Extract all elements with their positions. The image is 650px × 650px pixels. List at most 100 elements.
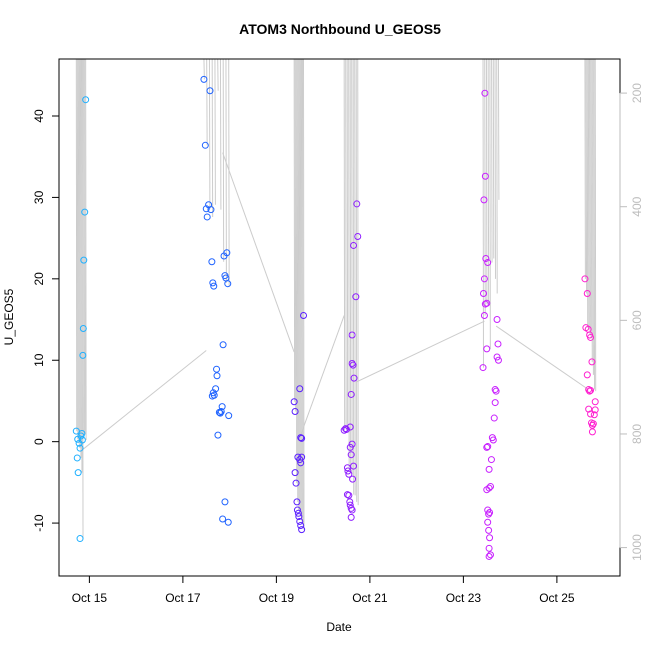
data-point	[482, 254, 490, 262]
y-axis: -10 0 10 20 30 40	[32, 109, 60, 532]
trace-connector	[82, 350, 207, 451]
y-tick-label: -10	[32, 514, 46, 532]
data-point	[493, 353, 501, 361]
data-point	[490, 414, 498, 422]
data-point	[348, 360, 356, 368]
data-point	[348, 440, 356, 448]
data-point	[480, 311, 488, 319]
data-point	[485, 484, 493, 492]
data-point	[491, 386, 499, 394]
y2-tick-label: 200	[630, 83, 644, 103]
y2-axis: 200 400 600 800 1000	[619, 83, 644, 561]
data-point	[484, 259, 492, 267]
data-point	[347, 451, 355, 459]
data-point	[203, 213, 211, 221]
y-tick-label: 10	[32, 353, 46, 367]
data-point	[590, 411, 598, 419]
data-point	[483, 443, 491, 451]
data-point	[210, 391, 218, 399]
data-point	[290, 398, 298, 406]
data-point	[494, 340, 502, 348]
data-point	[591, 406, 599, 414]
y2-tick-label: 600	[630, 310, 644, 330]
x-tick-label: Oct 19	[259, 591, 295, 605]
pressure-trace	[75, 58, 597, 539]
data-point	[291, 469, 299, 477]
data-point	[348, 331, 356, 339]
data-point	[213, 372, 221, 380]
data-point	[74, 469, 82, 477]
data-point	[219, 341, 227, 349]
data-point	[480, 275, 488, 283]
data-point	[353, 200, 361, 208]
data-point	[489, 436, 497, 444]
data-point	[348, 506, 356, 514]
data-point	[587, 333, 595, 341]
data-point	[80, 256, 88, 264]
data-point	[350, 374, 358, 382]
data-point	[200, 75, 208, 83]
data-point	[588, 358, 596, 366]
x-tick-label: Oct 17	[165, 591, 201, 605]
data-point	[295, 513, 303, 521]
data-point	[296, 517, 304, 525]
data-point	[485, 510, 493, 518]
data-point	[209, 279, 217, 287]
data-point	[224, 518, 232, 526]
trace-connector	[222, 152, 295, 353]
data-point	[346, 423, 354, 431]
data-point	[349, 361, 357, 369]
data-point	[583, 289, 591, 297]
data-point	[293, 506, 301, 514]
data-point	[300, 311, 308, 319]
data-point	[480, 196, 488, 204]
data-point	[350, 241, 358, 249]
data-point	[78, 436, 86, 444]
y-tick-label: 30	[32, 190, 46, 204]
y-tick-label: 0	[32, 438, 46, 445]
data-point	[297, 434, 305, 442]
trace-connector	[355, 320, 485, 383]
x-tick-label: Oct 25	[539, 591, 575, 605]
data-point	[347, 513, 355, 521]
data-point	[298, 526, 306, 534]
data-point	[79, 351, 87, 359]
data-point	[485, 544, 493, 552]
data-point	[586, 387, 594, 395]
data-point	[588, 421, 596, 429]
data-point	[206, 87, 214, 95]
x-tick-label: Oct 23	[446, 591, 482, 605]
plot-frame	[58, 58, 621, 577]
y-tick-label: 40	[32, 109, 46, 123]
data-point	[484, 443, 492, 451]
data-point	[293, 498, 301, 506]
data-point	[210, 282, 218, 290]
data-point	[354, 232, 362, 240]
data-point	[494, 356, 502, 364]
data-point	[484, 518, 492, 526]
trace-connector	[495, 325, 588, 390]
data-point	[343, 491, 351, 499]
data-point	[346, 498, 354, 506]
data-point	[76, 535, 84, 543]
data-point	[479, 364, 487, 372]
data-point	[224, 280, 232, 288]
data-point	[297, 522, 305, 530]
data-point	[207, 206, 215, 214]
data-point	[487, 456, 495, 464]
data-point	[223, 249, 231, 257]
data-point	[492, 387, 500, 395]
data-points	[72, 75, 599, 560]
data-point	[73, 454, 81, 462]
data-point	[82, 96, 90, 104]
data-point	[350, 462, 358, 470]
data-point	[81, 208, 89, 216]
data-point	[483, 345, 491, 353]
x-tick-label: Oct 21	[352, 591, 388, 605]
data-point	[78, 430, 86, 438]
data-point	[486, 534, 494, 542]
data-point	[483, 299, 491, 307]
y2-tick-label: 800	[630, 424, 644, 444]
data-point	[581, 275, 589, 283]
data-point	[225, 412, 233, 420]
